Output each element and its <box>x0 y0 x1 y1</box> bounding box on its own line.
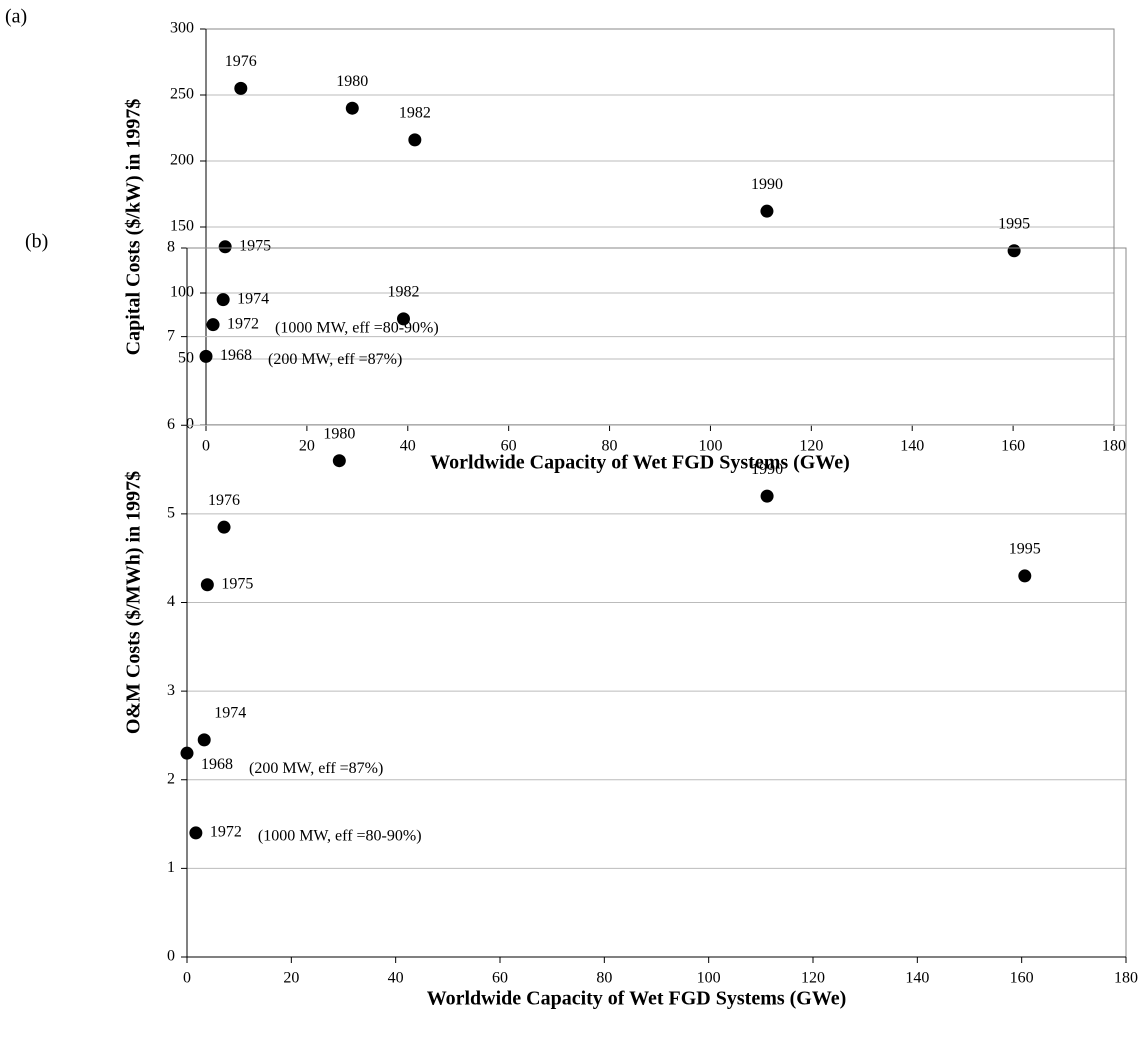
point-label: 1995 <box>998 215 1030 232</box>
point <box>1007 244 1021 258</box>
point-label: 1974 <box>214 705 246 722</box>
point-label: 1980 <box>336 73 368 90</box>
y-tick-label: 3 <box>167 682 175 699</box>
point-label: 1976 <box>225 53 257 70</box>
y-tick-label: 5 <box>167 505 175 522</box>
point-label: 1980 <box>323 425 355 442</box>
y-axis-title: Capital Costs ($/kW) in 1997$ <box>123 99 145 356</box>
y-tick-label: 2 <box>167 770 175 787</box>
point <box>180 746 194 760</box>
point-label: 1975 <box>221 575 253 592</box>
point <box>1018 569 1032 583</box>
point <box>199 349 213 363</box>
point <box>408 133 422 147</box>
x-tick-label: 160 <box>1010 970 1034 987</box>
x-tick-label: 160 <box>1001 438 1025 455</box>
y-tick-label: 0 <box>167 948 175 965</box>
y-tick-label: 6 <box>167 416 175 433</box>
point-label: 1990 <box>751 176 783 193</box>
point-label: 1975 <box>239 237 271 254</box>
y-tick-label: 150 <box>170 218 194 235</box>
point-label: 1982 <box>399 105 431 122</box>
x-tick-label: 120 <box>801 970 825 987</box>
x-tick-label: 120 <box>799 438 823 455</box>
point <box>760 204 774 218</box>
x-tick-label: 60 <box>501 438 517 455</box>
y-tick-label: 8 <box>167 239 175 256</box>
point <box>760 489 774 503</box>
x-tick-label: 40 <box>400 438 416 455</box>
x-tick-label: 20 <box>283 970 299 987</box>
point-label: 1990 <box>751 461 783 478</box>
annotation: (200 MW, eff =87%) <box>249 760 383 777</box>
x-tick-label: 80 <box>596 970 612 987</box>
x-tick-label: 140 <box>905 970 929 987</box>
point <box>332 454 346 468</box>
point-label: 1976 <box>208 492 240 509</box>
point <box>197 733 211 747</box>
annotation: (1000 MW, eff =80-90%) <box>258 828 422 845</box>
point <box>189 826 203 840</box>
point-label: 1972 <box>227 315 259 332</box>
point-label: 1995 <box>1009 541 1041 558</box>
x-tick-label: 0 <box>183 970 191 987</box>
panel-label: (a) <box>5 6 27 28</box>
x-tick-label: 140 <box>900 438 924 455</box>
x-tick-label: 80 <box>602 438 618 455</box>
point-label: 1968 <box>220 347 252 364</box>
x-tick-label: 40 <box>388 970 404 987</box>
point <box>216 293 230 307</box>
point <box>206 318 220 332</box>
annotation: (1000 MW, eff =80-90%) <box>275 319 439 336</box>
y-tick-label: 1 <box>167 859 175 876</box>
point-label: 1972 <box>210 824 242 841</box>
x-tick-label: 0 <box>202 438 210 455</box>
point-label: 1968 <box>201 756 233 773</box>
y-tick-label: 200 <box>170 152 194 169</box>
x-tick-label: 60 <box>492 970 508 987</box>
x-axis-title: Worldwide Capacity of Wet FGD Systems (G… <box>430 452 850 474</box>
x-axis-title: Worldwide Capacity of Wet FGD Systems (G… <box>427 988 847 1010</box>
y-tick-label: 300 <box>170 20 194 37</box>
annotation: (200 MW, eff =87%) <box>268 351 402 368</box>
point <box>200 578 214 592</box>
y-tick-label: 7 <box>167 327 175 344</box>
x-tick-label: 180 <box>1114 970 1138 987</box>
y-tick-label: 50 <box>178 350 194 367</box>
point <box>234 81 248 95</box>
y-axis-title: O&M Costs ($/MWh) in 1997$ <box>123 471 145 734</box>
point <box>217 520 231 534</box>
point <box>345 101 359 115</box>
x-tick-label: 100 <box>698 438 722 455</box>
x-tick-label: 20 <box>299 438 315 455</box>
point-label: 1982 <box>387 284 419 301</box>
x-tick-label: 180 <box>1102 438 1126 455</box>
y-tick-label: 4 <box>167 593 175 610</box>
point <box>396 312 410 326</box>
point-label: 1974 <box>237 290 269 307</box>
y-tick-label: 100 <box>170 284 194 301</box>
y-tick-label: 250 <box>170 86 194 103</box>
y-tick-label: 0 <box>186 416 194 433</box>
point <box>218 240 232 254</box>
x-tick-label: 100 <box>697 970 721 987</box>
panel-label: (b) <box>25 231 48 253</box>
